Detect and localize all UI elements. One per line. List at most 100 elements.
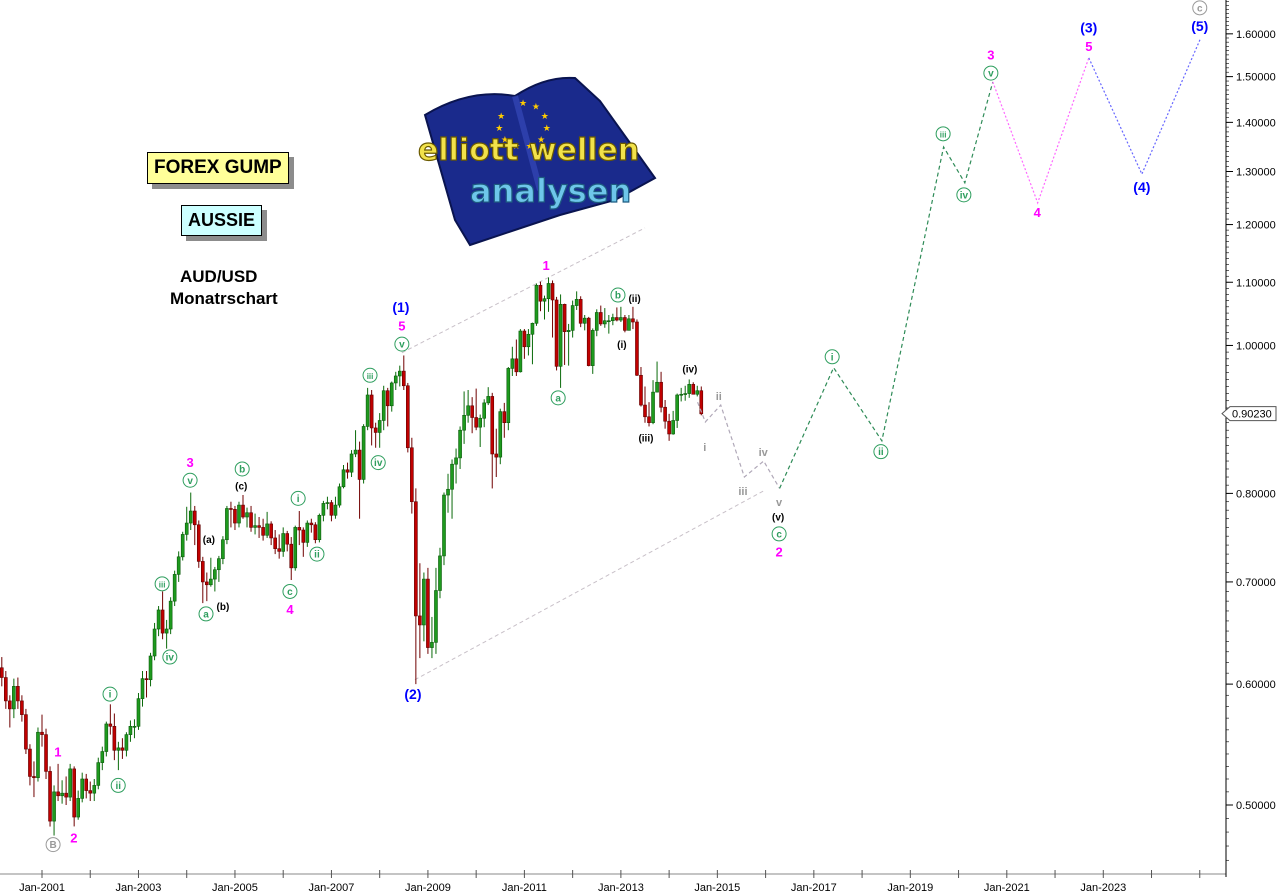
candle-body xyxy=(538,284,543,302)
wave-label-text: ii xyxy=(878,447,884,458)
candle xyxy=(313,522,318,544)
candle-body xyxy=(12,686,16,710)
wave-label: (v) xyxy=(772,512,784,523)
candle xyxy=(687,379,692,398)
wave-label: iii xyxy=(738,486,747,498)
y-tick-label: 1.60000 xyxy=(1236,29,1276,41)
candle-body xyxy=(647,416,651,424)
candle-body xyxy=(643,404,647,418)
wave-label-text: (c) xyxy=(235,481,247,492)
wave-label-circle xyxy=(182,472,198,488)
wave-label: iv xyxy=(759,447,769,459)
candle xyxy=(4,670,8,709)
wave-label-text: 5 xyxy=(398,319,405,334)
candle xyxy=(679,387,683,402)
candle-body xyxy=(486,396,491,404)
candle-body xyxy=(389,382,394,407)
candle-body xyxy=(353,449,358,455)
candle xyxy=(410,437,414,514)
timeframe-title: Monatrschart xyxy=(170,289,278,308)
y-tick-label: 0.70000 xyxy=(1236,577,1276,589)
candle-body xyxy=(695,390,700,395)
candle xyxy=(68,763,72,802)
candle xyxy=(659,371,663,413)
wave-label: iii xyxy=(154,576,170,592)
candle-body xyxy=(233,509,237,524)
candle-body xyxy=(140,678,145,699)
candle-body xyxy=(337,486,342,506)
candle-body xyxy=(426,578,430,648)
candle xyxy=(144,670,149,698)
candle xyxy=(647,402,651,427)
current-price-label: 0.90230 xyxy=(1232,409,1272,421)
candle-body xyxy=(466,405,470,416)
candle-body xyxy=(373,427,378,433)
candle xyxy=(20,695,24,722)
wave-label: a xyxy=(198,606,214,622)
candle xyxy=(554,296,559,371)
candle-body xyxy=(201,561,205,583)
candle xyxy=(112,713,117,761)
candle-body xyxy=(341,469,346,488)
wave-label-circle xyxy=(362,367,378,383)
candle xyxy=(438,547,442,599)
candle xyxy=(213,566,217,592)
candle xyxy=(607,314,611,334)
candle-body xyxy=(542,298,547,302)
candle-body xyxy=(651,391,655,424)
projection-paths xyxy=(697,37,1202,489)
candle-body xyxy=(691,384,696,395)
star-icon: ★ xyxy=(532,101,540,111)
candle xyxy=(120,738,125,759)
wave-label-text: c xyxy=(287,587,293,598)
candle xyxy=(293,525,298,571)
wave-label: c xyxy=(771,526,787,542)
y-tick-label: 1.50000 xyxy=(1236,72,1276,84)
candle-body xyxy=(615,317,619,321)
wave-label: v xyxy=(394,336,410,352)
candle xyxy=(28,744,32,786)
candle xyxy=(116,741,121,771)
star-icon: ★ xyxy=(501,134,509,144)
logo-text-line1: elliott wellen xyxy=(418,133,639,168)
candle xyxy=(241,495,245,519)
candle-body xyxy=(602,320,607,325)
candle xyxy=(377,413,382,448)
candle-body xyxy=(40,731,44,735)
wave-label: 5 xyxy=(1085,39,1092,54)
wave-label: ii xyxy=(716,391,722,403)
candle-body xyxy=(357,449,362,480)
candle-body xyxy=(317,514,322,541)
candle-body xyxy=(321,503,326,516)
candle-body xyxy=(313,524,318,541)
candle-body xyxy=(667,420,671,435)
projection-path xyxy=(779,81,994,489)
candle-body xyxy=(68,768,72,798)
candle-body xyxy=(120,747,125,751)
candle xyxy=(281,527,286,557)
candle xyxy=(76,790,80,820)
wave-label-text: 2 xyxy=(70,831,77,846)
candle-body xyxy=(474,417,478,428)
candle-body xyxy=(84,778,89,791)
wave-label-text: 3 xyxy=(186,455,193,470)
candle-body xyxy=(554,299,559,367)
wave-label: (i) xyxy=(617,340,626,351)
wave-label-text: v xyxy=(776,497,783,509)
candle xyxy=(450,459,454,519)
candle-body xyxy=(619,317,623,321)
star-icon: ★ xyxy=(537,134,545,144)
candle xyxy=(691,382,696,395)
wave-label-text: (3) xyxy=(1080,19,1097,35)
wave-label: (2) xyxy=(404,686,421,702)
candle-body xyxy=(104,723,109,752)
candle xyxy=(635,319,639,376)
candle xyxy=(64,776,68,805)
candle-body xyxy=(381,390,386,421)
candle xyxy=(253,513,257,535)
candle xyxy=(249,505,253,532)
candle-body xyxy=(683,393,688,395)
candle xyxy=(538,281,543,312)
candle-body xyxy=(361,426,366,480)
candle xyxy=(454,448,458,484)
